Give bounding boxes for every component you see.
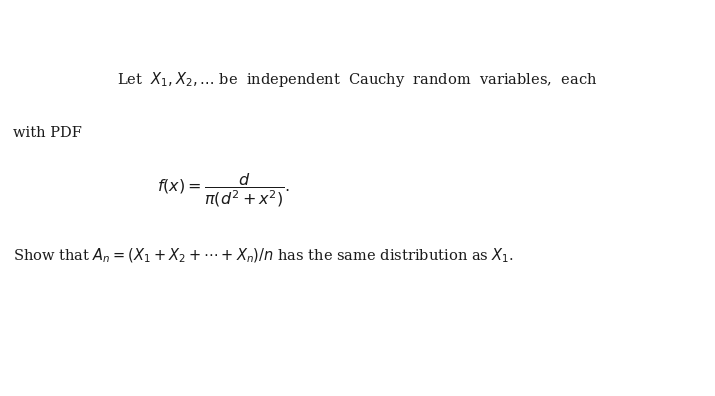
- Text: Show that $A_n = (X_1 + X_2 + \cdots + X_n)/n$ has the same distribution as $X_1: Show that $A_n = (X_1 + X_2 + \cdots + X…: [13, 246, 514, 265]
- Text: with PDF: with PDF: [13, 126, 82, 140]
- Text: Let  $X_1, X_2,\ldots$ be  independent  Cauchy  random  variables,  each: Let $X_1, X_2,\ldots$ be independent Cau…: [117, 70, 598, 89]
- Text: $f(x) = \dfrac{d}{\pi(d^2+x^2)}.$: $f(x) = \dfrac{d}{\pi(d^2+x^2)}.$: [157, 171, 290, 209]
